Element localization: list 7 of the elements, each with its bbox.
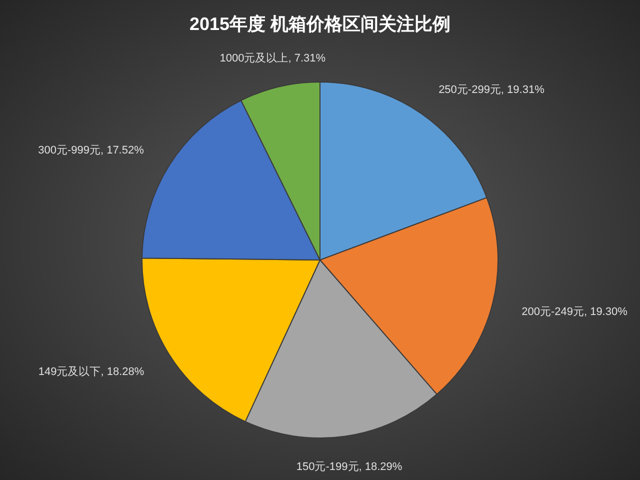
slice-label: 1000元及以上, 7.31%: [220, 51, 326, 64]
slice-label: 150元-199元, 18.29%: [296, 460, 402, 473]
slice-label: 200元-249元, 19.30%: [522, 306, 628, 318]
slice-label: 149元及以下, 18.28%: [38, 365, 144, 378]
slice-label: 300元-999元, 17.52%: [38, 144, 144, 156]
slice-label: 250元-299元, 19.31%: [438, 84, 545, 96]
chart-title: 2015年度 机箱价格区间关注比例: [189, 14, 451, 34]
